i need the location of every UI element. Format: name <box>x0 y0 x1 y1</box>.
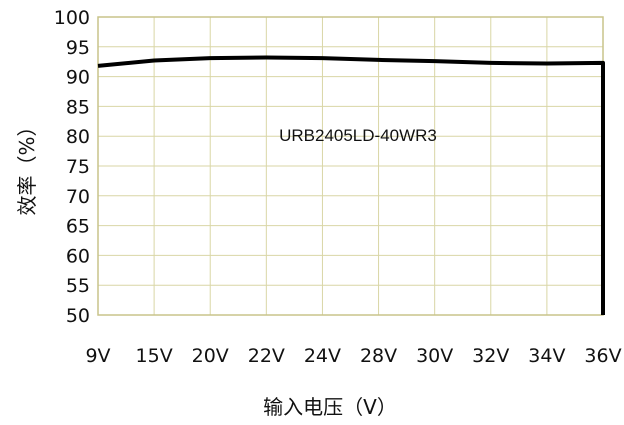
y-tick-label-100: 100 <box>54 7 90 29</box>
x-tick-label-7: 32V <box>472 345 509 367</box>
x-tick-label-3: 22V <box>248 345 285 367</box>
y-tick-label-50: 50 <box>66 305 90 327</box>
y-tick-label-70: 70 <box>66 186 90 208</box>
y-tick-label-55: 55 <box>66 275 90 297</box>
y-tick-label-60: 60 <box>66 245 90 267</box>
y-tick-label-80: 80 <box>66 126 90 148</box>
x-axis-label: 输入电压（V） <box>263 395 397 419</box>
y-tick-label-90: 90 <box>66 67 90 89</box>
x-tick-label-8: 34V <box>528 345 565 367</box>
series-points <box>97 57 604 66</box>
x-tick-label-1: 15V <box>136 345 173 367</box>
y-tick-label-65: 65 <box>66 216 90 238</box>
series-line-efficiency <box>97 55 605 315</box>
x-tick-label-4: 24V <box>304 345 341 367</box>
y-axis-label: 效率（%） <box>15 116 39 215</box>
y-tick-labels: 50 55 60 65 70 75 80 85 90 95 100 <box>54 7 90 327</box>
x-tick-labels: 9V 15V 20V 22V 24V 28V 30V 32V 34V 36V <box>85 345 621 367</box>
x-tick-label-9: 36V <box>584 345 621 367</box>
x-tick-label-6: 30V <box>416 345 453 367</box>
x-tick-label-5: 28V <box>360 345 397 367</box>
y-tick-label-95: 95 <box>66 37 90 59</box>
model-annotation: URB2405LD-40WR3 <box>279 126 437 145</box>
x-tick-label-0: 9V <box>85 345 110 367</box>
x-tick-label-2: 20V <box>192 345 229 367</box>
y-tick-label-85: 85 <box>66 96 90 118</box>
y-tick-label-75: 75 <box>66 156 90 178</box>
